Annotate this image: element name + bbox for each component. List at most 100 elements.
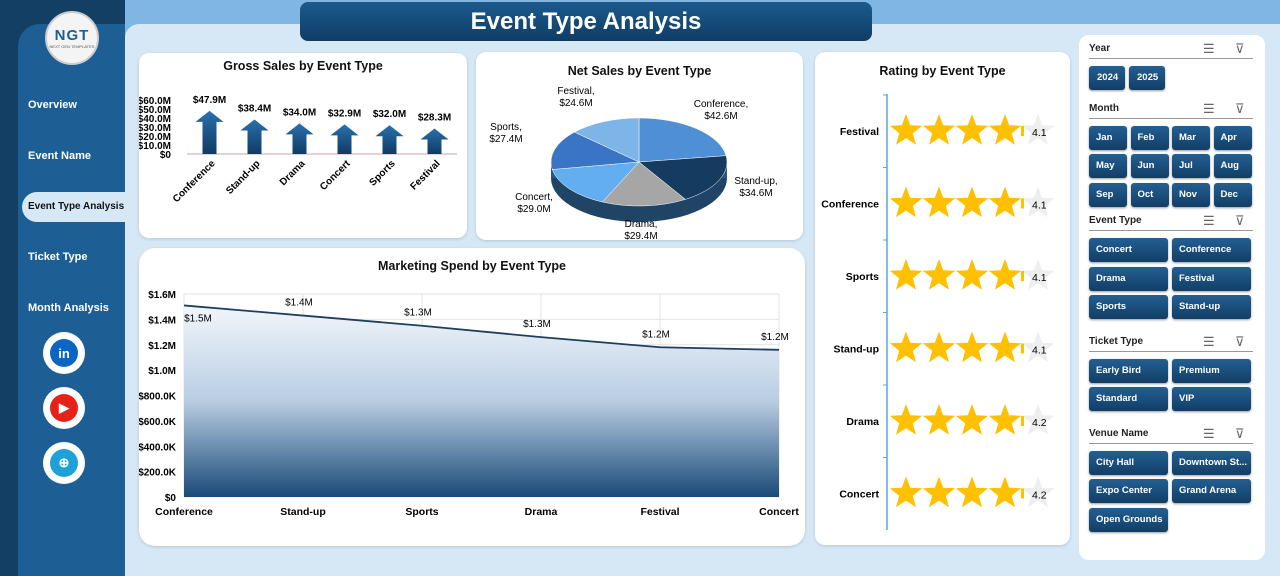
slicer-item-city-hall[interactable]: City Hall <box>1089 450 1168 475</box>
slicer-item-sep[interactable]: Sep <box>1089 182 1127 207</box>
chart-title: Rating by Event Type <box>879 64 1006 78</box>
youtube-icon: ▶ <box>50 394 78 422</box>
net-sales-card: Net Sales by Event Type Conference, $42.6… <box>476 52 803 240</box>
y-tick-label: $10.0M <box>139 141 171 152</box>
data-label: $28.3M <box>418 113 451 124</box>
data-label: Festival, $24.6M <box>557 86 594 109</box>
slicer-item-early-bird[interactable]: Early Bird <box>1089 358 1168 383</box>
star-icon <box>922 186 956 218</box>
label-category: Concert, <box>515 192 553 203</box>
x-tick-label: Drama <box>278 158 308 188</box>
slicer-item-jul[interactable]: Jul <box>1172 154 1210 178</box>
slicer-item-2024[interactable]: 2024 <box>1089 66 1125 90</box>
multi-select-icon[interactable]: ☰ <box>1203 425 1215 441</box>
slicer-title: Year <box>1089 43 1111 54</box>
linkedin-link[interactable]: in <box>43 332 85 374</box>
star-partial-fill <box>1021 488 1024 499</box>
linkedin-icon: in <box>50 339 78 367</box>
star-icon <box>889 331 923 363</box>
slicer-item-open-grounds[interactable]: Open Grounds <box>1089 507 1168 532</box>
y-tick-label: $0 <box>160 150 172 161</box>
pie-slice <box>638 117 727 163</box>
slicer-item-grand-arena[interactable]: Grand Arena <box>1172 479 1251 503</box>
globe-icon: ⊕ <box>50 449 78 477</box>
slicer-item-feb[interactable]: Feb <box>1130 125 1169 150</box>
star-icon <box>988 114 1022 145</box>
clear-filter-icon[interactable]: ⊽ <box>1235 333 1245 349</box>
data-label: $1.3M <box>404 308 432 319</box>
star-icon <box>1021 259 1055 290</box>
slicer-item-vip[interactable]: VIP <box>1172 387 1251 411</box>
slicer-item-premium[interactable]: Premium <box>1172 358 1251 383</box>
nav-ticket-type[interactable]: Ticket Type <box>28 251 88 263</box>
slicer-item-festival[interactable]: Festival <box>1172 266 1251 291</box>
slicer-item-conference[interactable]: Conference <box>1172 238 1251 262</box>
data-label: Concert, $29.0M <box>515 192 553 215</box>
slicer-item-apr[interactable]: Apr <box>1213 125 1252 150</box>
slicer-item-downtown-st-[interactable]: Downtown St... <box>1172 450 1251 475</box>
slicer-item-stand-up[interactable]: Stand-up <box>1172 295 1251 319</box>
slicer-item-jun[interactable]: Jun <box>1130 154 1169 178</box>
clear-filter-icon[interactable]: ⊽ <box>1235 425 1245 441</box>
clear-filter-icon[interactable]: ⊽ <box>1235 41 1245 56</box>
y-tick-label: $800.0K <box>139 392 177 403</box>
nav-overview[interactable]: Overview <box>28 99 77 111</box>
chart-title: Gross Sales by Event Type <box>223 59 383 73</box>
data-label: $32.9M <box>328 108 361 119</box>
x-tick-label: Conference <box>155 506 213 518</box>
bar <box>330 124 359 154</box>
rating-card: Rating by Event Type Festival 4.1 Conferen… <box>815 52 1070 545</box>
x-tick-label: Stand-up <box>224 158 262 196</box>
slicer-item-oct[interactable]: Oct <box>1130 182 1169 207</box>
clear-filter-icon[interactable]: ⊽ <box>1235 100 1245 116</box>
slicer-item-2025[interactable]: 2025 <box>1129 66 1165 90</box>
pie-slice <box>550 131 640 170</box>
slicer-item-sports[interactable]: Sports <box>1089 295 1168 319</box>
star-icon <box>1021 114 1055 145</box>
multi-select-icon[interactable]: ☰ <box>1203 213 1215 228</box>
star-partial-fill <box>1021 271 1024 281</box>
slicer-item-nov[interactable]: Nov <box>1172 182 1210 207</box>
slicer-item-dec[interactable]: Dec <box>1213 182 1252 207</box>
label-category: Festival, <box>557 86 594 97</box>
slicer-item-mar[interactable]: Mar <box>1172 125 1210 150</box>
label-value: $34.6M <box>739 188 772 199</box>
multi-select-icon[interactable]: ☰ <box>1203 41 1215 56</box>
slicer-item-concert[interactable]: Concert <box>1089 238 1168 262</box>
data-label: $1.4M <box>285 298 313 309</box>
star-icon <box>922 114 956 145</box>
slicer-item-standard[interactable]: Standard <box>1089 387 1168 411</box>
globe-link[interactable]: ⊕ <box>43 442 85 484</box>
data-label: Drama, $29.4M <box>624 219 657 240</box>
clear-filter-icon[interactable]: ⊽ <box>1235 213 1245 228</box>
nav-event-name[interactable]: Event Name <box>28 150 91 162</box>
slicer-item-aug[interactable]: Aug <box>1213 154 1252 178</box>
nav-event-type-analysis[interactable]: Event Type Analysis <box>22 192 125 222</box>
slicer-header-ticket-type: Ticket Type ☰ ⊽ <box>1089 332 1253 352</box>
y-tick-label: $60.0M <box>139 96 171 107</box>
youtube-link[interactable]: ▶ <box>43 387 85 429</box>
marketing-spend-chart: $0 $200.0K $400.0K $600.0K $800.0K $1.0M $1.2M… <box>139 290 799 518</box>
slicer-item-expo-center[interactable]: Expo Center <box>1089 479 1168 503</box>
slicer-item-jan[interactable]: Jan <box>1089 125 1127 150</box>
star-icon <box>889 114 923 145</box>
y-tick-label: $1.4M <box>148 315 176 326</box>
data-label: $1.2M <box>642 329 670 340</box>
star-icon <box>988 404 1022 435</box>
label-value: $27.4M <box>489 134 522 145</box>
star-icon <box>1021 404 1055 435</box>
multi-select-icon[interactable]: ☰ <box>1203 333 1215 349</box>
slicer-header-month: Month ☰ ⊽ <box>1089 99 1253 119</box>
rating-chart: Festival 4.1 Conference 4.1 Sports 4.1 Stand-u… <box>821 94 1055 530</box>
slicer-item-may[interactable]: May <box>1089 154 1127 178</box>
label-category: Conference, <box>694 99 748 110</box>
star-icon <box>988 186 1022 218</box>
multi-select-icon[interactable]: ☰ <box>1203 100 1215 116</box>
star-icon <box>988 476 1022 508</box>
label-value: $29.4M <box>624 231 657 240</box>
nav-month-analysis[interactable]: Month Analysis <box>28 302 109 314</box>
series-line <box>183 304 780 351</box>
slicer-item-drama[interactable]: Drama <box>1089 266 1168 291</box>
star-icon <box>889 259 923 290</box>
